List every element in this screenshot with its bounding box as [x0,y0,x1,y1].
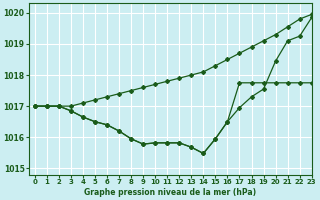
X-axis label: Graphe pression niveau de la mer (hPa): Graphe pression niveau de la mer (hPa) [84,188,256,197]
